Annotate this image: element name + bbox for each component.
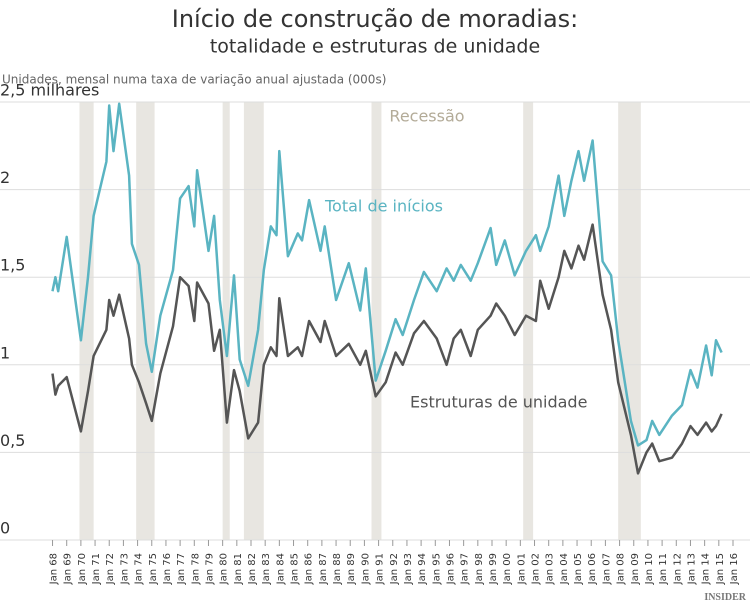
x-tick-label: Jan 09 xyxy=(630,553,641,585)
x-tick-label: Jan 68 xyxy=(49,553,60,585)
x-tick-label: Jan 71 xyxy=(91,553,102,585)
x-tick-label: Jan 98 xyxy=(474,553,485,585)
x-tick-label: Jan 11 xyxy=(658,553,669,585)
x-tick-label: Jan 75 xyxy=(148,553,159,585)
y-tick-label: 0,5 xyxy=(0,431,25,450)
x-tick-label: Jan 12 xyxy=(672,553,683,585)
y-tick-label: 2 xyxy=(0,168,10,187)
x-tick-label: Jan 10 xyxy=(644,553,655,585)
x-tick-label: Jan 69 xyxy=(63,553,74,585)
recession-band xyxy=(79,102,94,540)
source: INSIDER xyxy=(704,592,746,603)
recession-band xyxy=(243,102,264,540)
x-tick-label: Jan 77 xyxy=(176,553,187,585)
x-tick-label: Jan 82 xyxy=(247,553,258,585)
x-tick-label: Jan 93 xyxy=(403,553,414,585)
x-tick-label: Jan 02 xyxy=(531,553,542,585)
background-layer xyxy=(0,101,750,541)
x-tick-label: Jan 97 xyxy=(460,553,471,585)
x-tick-label: Jan 70 xyxy=(77,553,88,585)
recession-label: Recessão xyxy=(389,107,464,126)
series-label: Total de inícios xyxy=(324,197,443,216)
x-tick-label: Jan 07 xyxy=(601,553,612,585)
x-tick-label: Jan 83 xyxy=(261,553,272,585)
x-tick-label: Jan 03 xyxy=(545,553,556,585)
x-tick-label: Jan 00 xyxy=(502,553,513,585)
x-tick-label: Jan 73 xyxy=(119,553,130,585)
chart-title: Início de construção de moradias: xyxy=(172,5,579,33)
x-tick-label: Jan 88 xyxy=(332,553,343,585)
x-tick-label: Jan 80 xyxy=(219,553,230,585)
x-tick-label: Jan 99 xyxy=(488,553,499,585)
x-tick-label: Jan 14 xyxy=(701,553,712,585)
chart-subtitle: totalidade e estruturas de unidade xyxy=(210,36,540,58)
x-tick-label: Jan 90 xyxy=(360,553,371,585)
x-tick-label: Jan 91 xyxy=(375,553,386,585)
series-label: Estruturas de unidade xyxy=(410,393,587,412)
x-tick-label: Jan 08 xyxy=(616,553,627,585)
y-tick-label: 0 xyxy=(0,519,10,538)
recession-band xyxy=(136,102,155,540)
recession-band xyxy=(222,102,230,540)
x-tick-label: Jan 16 xyxy=(729,553,740,585)
x-tick-label: Jan 06 xyxy=(587,553,598,585)
x-tick-label: Jan 84 xyxy=(275,553,286,585)
y-tick-label: 1 xyxy=(0,343,10,362)
x-tick-label: Jan 95 xyxy=(431,553,442,585)
x-tick-label: Jan 89 xyxy=(346,553,357,585)
x-tick-label: Jan 74 xyxy=(134,553,145,585)
x-tick-label: Jan 76 xyxy=(162,553,173,585)
x-tick-label: Jan 94 xyxy=(417,553,428,585)
recession-band xyxy=(523,102,534,540)
x-tick-label: Jan 86 xyxy=(304,553,315,585)
x-tick-label: Jan 79 xyxy=(204,553,215,585)
x-tick-label: Jan 04 xyxy=(559,553,570,585)
series-line xyxy=(51,223,723,475)
x-tick-label: Jan 05 xyxy=(573,553,584,585)
recession-band xyxy=(371,102,382,540)
x-tick-label: Jan 87 xyxy=(318,553,329,585)
x-tick-label: Jan 96 xyxy=(445,553,456,585)
x-tick-label: Jan 92 xyxy=(389,553,400,585)
x-tick-label: Jan 85 xyxy=(290,553,301,585)
x-tick-label: Jan 72 xyxy=(105,553,116,585)
x-tick-label: Jan 01 xyxy=(516,553,527,585)
x-tick-label: Jan 15 xyxy=(715,553,726,585)
series-line xyxy=(51,102,723,447)
y-axis-label: Unidades, mensal numa taxa de variação a… xyxy=(2,73,386,87)
y-tick-label: 1,5 xyxy=(0,256,25,275)
x-tick-label: Jan 78 xyxy=(190,553,201,585)
x-tick-label: Jan 13 xyxy=(686,553,697,585)
y-tick-label: 2,5 milhares xyxy=(0,81,99,100)
x-tick-label: Jan 81 xyxy=(233,553,244,585)
recession-band xyxy=(618,102,641,540)
